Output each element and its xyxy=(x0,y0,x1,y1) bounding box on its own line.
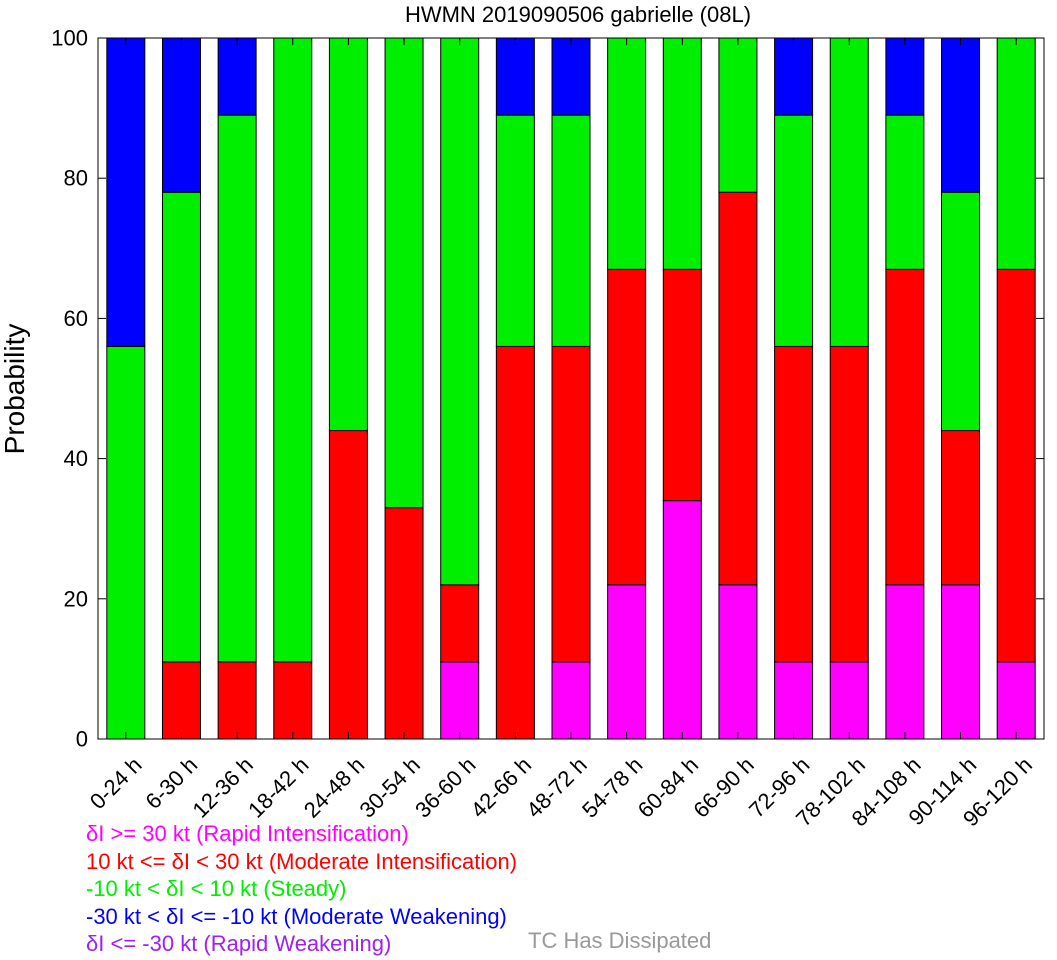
bar-segment-18-42h-s1 xyxy=(273,661,313,740)
bar-segment-12-36h-s2 xyxy=(217,114,257,663)
bar-segment-96-120h-s0 xyxy=(996,661,1036,740)
bar-segment-60-84h-s1 xyxy=(662,268,702,502)
bar-segment-84-108h-s3 xyxy=(885,37,925,116)
bar-segment-60-84h-s0 xyxy=(662,500,702,740)
bar-segment-30-54h-s2 xyxy=(384,37,424,509)
x-tick-label: 54-78 h xyxy=(577,752,647,822)
bar-segment-84-108h-s0 xyxy=(885,584,925,740)
bar-segment-48-72h-s2 xyxy=(551,114,591,347)
x-tick-label: 12-36 h xyxy=(188,752,258,822)
bar-segment-96-120h-s2 xyxy=(996,37,1036,270)
bar-segment-42-66h-s3 xyxy=(495,37,535,116)
bar-segment-6-30h-s2 xyxy=(161,191,201,663)
bar-segment-54-78h-s1 xyxy=(607,268,647,586)
bar-segment-78-102h-s1 xyxy=(829,345,869,663)
bar-segment-30-54h-s1 xyxy=(384,507,424,740)
y-tick-label: 100 xyxy=(51,26,88,51)
bar-segment-66-90h-s2 xyxy=(718,37,758,193)
x-tick-label: 60-84 h xyxy=(633,752,703,822)
bar-segment-84-108h-s2 xyxy=(885,114,925,270)
y-tick-label: 40 xyxy=(64,446,88,471)
bar-segment-72-96h-s1 xyxy=(774,345,814,663)
bar-segment-12-36h-s1 xyxy=(217,661,257,740)
bar-segment-90-114h-s2 xyxy=(941,191,981,432)
legend-item-dissipated: TC Has Dissipated xyxy=(528,928,712,953)
bar-segment-54-78h-s0 xyxy=(607,584,647,740)
bar-segment-72-96h-s0 xyxy=(774,661,814,740)
bar-segment-48-72h-s3 xyxy=(551,37,591,116)
x-tick-label: 30-54 h xyxy=(354,752,424,822)
x-tick-label: 36-60 h xyxy=(410,752,480,822)
legend-item-rapid-weakening: δI <= -30 kt (Rapid Weakening) xyxy=(86,931,392,956)
y-tick-label: 80 xyxy=(64,166,88,191)
bar-segment-42-66h-s2 xyxy=(495,114,535,347)
bar-segment-90-114h-s1 xyxy=(941,430,981,586)
bar-segment-72-96h-s2 xyxy=(774,114,814,347)
legend: δI >= 30 kt (Rapid Intensification) 10 k… xyxy=(86,820,517,958)
bar-segment-66-90h-s0 xyxy=(718,584,758,740)
x-tick-label: 48-72 h xyxy=(521,752,591,822)
bar-segment-96-120h-s1 xyxy=(996,268,1036,663)
x-tick-label: 66-90 h xyxy=(688,752,758,822)
x-tick-label: 18-42 h xyxy=(243,752,313,822)
bar-segment-60-84h-s2 xyxy=(662,37,702,270)
x-tick-label: 0-24 h xyxy=(85,752,147,814)
legend-item-moderate-intensification: 10 kt <= δI < 30 kt (Moderate Intensific… xyxy=(86,848,518,874)
legend-item-rapid-intensification: δI >= 30 kt (Rapid Intensification) xyxy=(86,821,409,846)
bar-segment-54-78h-s2 xyxy=(607,37,647,270)
chart-title: HWMN 2019090506 gabrielle (08L) xyxy=(405,2,751,27)
y-axis-label: Probability xyxy=(0,324,30,455)
bar-segment-36-60h-s1 xyxy=(440,584,480,663)
y-tick-label: 20 xyxy=(64,586,88,611)
bar-segment-24-48h-s1 xyxy=(328,430,368,740)
y-tick-label: 0 xyxy=(76,727,88,752)
legend-item-steady: -10 kt < δI < 10 kt (Steady) xyxy=(86,876,347,901)
bar-segment-90-114h-s3 xyxy=(941,37,981,193)
bar-segment-12-36h-s3 xyxy=(217,37,257,116)
bars-group xyxy=(106,37,1036,740)
y-tick-label: 60 xyxy=(64,306,88,331)
bar-segment-42-66h-s1 xyxy=(495,345,535,740)
x-tick-label: 24-48 h xyxy=(299,752,369,822)
bar-segment-36-60h-s0 xyxy=(440,661,480,740)
bar-segment-36-60h-s2 xyxy=(440,37,480,586)
bar-segment-78-102h-s2 xyxy=(829,37,869,347)
bar-segment-84-108h-s1 xyxy=(885,268,925,586)
bar-segment-6-30h-s3 xyxy=(161,37,201,193)
bar-segment-48-72h-s0 xyxy=(551,661,591,740)
legend-item-moderate-weakening: -30 kt < δI <= -10 kt (Moderate Weakenin… xyxy=(86,903,507,929)
bar-segment-18-42h-s2 xyxy=(273,37,313,663)
bar-segment-90-114h-s0 xyxy=(941,584,981,740)
bar-segment-24-48h-s2 xyxy=(328,37,368,432)
bar-segment-0-24h-s3 xyxy=(106,37,146,347)
bar-segment-78-102h-s0 xyxy=(829,661,869,740)
bar-segment-6-30h-s1 xyxy=(161,661,201,740)
bar-segment-72-96h-s3 xyxy=(774,37,814,116)
bar-segment-66-90h-s1 xyxy=(718,191,758,586)
bar-segment-48-72h-s1 xyxy=(551,345,591,663)
bar-segment-0-24h-s2 xyxy=(106,345,146,740)
plot-frame xyxy=(97,37,1045,740)
x-tick-label: 42-66 h xyxy=(466,752,536,822)
